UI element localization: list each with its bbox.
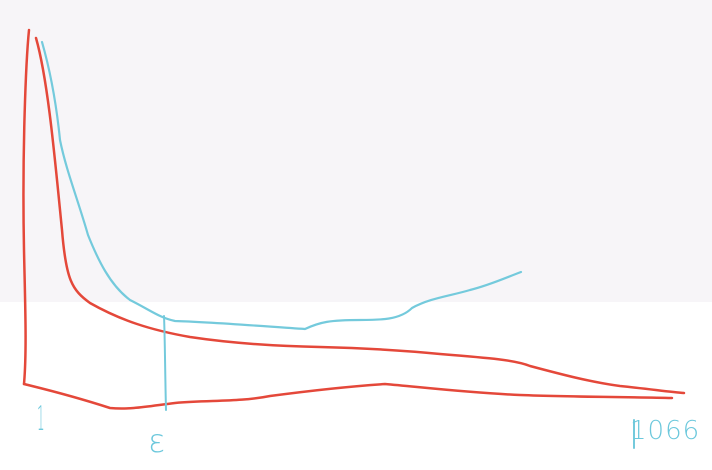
epsilon-label: ε xyxy=(148,422,166,460)
red-vertical-axis xyxy=(22,28,31,386)
right-tick-label: 1066 xyxy=(630,416,701,446)
epsilon-marker-line xyxy=(163,315,167,411)
background-band xyxy=(0,0,712,302)
cyan-curve xyxy=(40,40,523,331)
left-tick-label: 1 xyxy=(37,399,45,439)
red-decay-curve xyxy=(34,36,686,395)
red-bottom-loop xyxy=(22,382,674,410)
